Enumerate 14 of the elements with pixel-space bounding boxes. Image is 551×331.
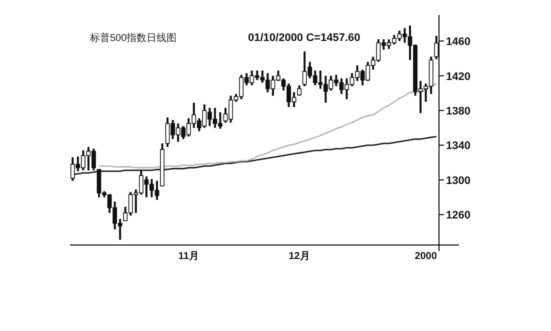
y-tick-label: 1420 <box>446 70 470 83</box>
y-tick-label: 1260 <box>446 210 470 222</box>
line-series <box>98 82 438 168</box>
x-tick-label: 2000 <box>414 251 438 262</box>
text: 标普500指数日线图 <box>89 32 177 44</box>
x-tick-label: 12月 <box>288 251 310 262</box>
x-tick-label: 11月 <box>178 251 199 262</box>
y-tick-label: 1380 <box>446 105 470 118</box>
y-tick-label: 1460 <box>446 36 470 48</box>
y-tick-label: 1300 <box>446 174 470 187</box>
candlestick <box>434 34 439 60</box>
text: 01/10/2000 C=1457.60 <box>248 32 360 44</box>
y-tick-label: 1340 <box>446 140 470 152</box>
candlestick <box>297 84 302 97</box>
